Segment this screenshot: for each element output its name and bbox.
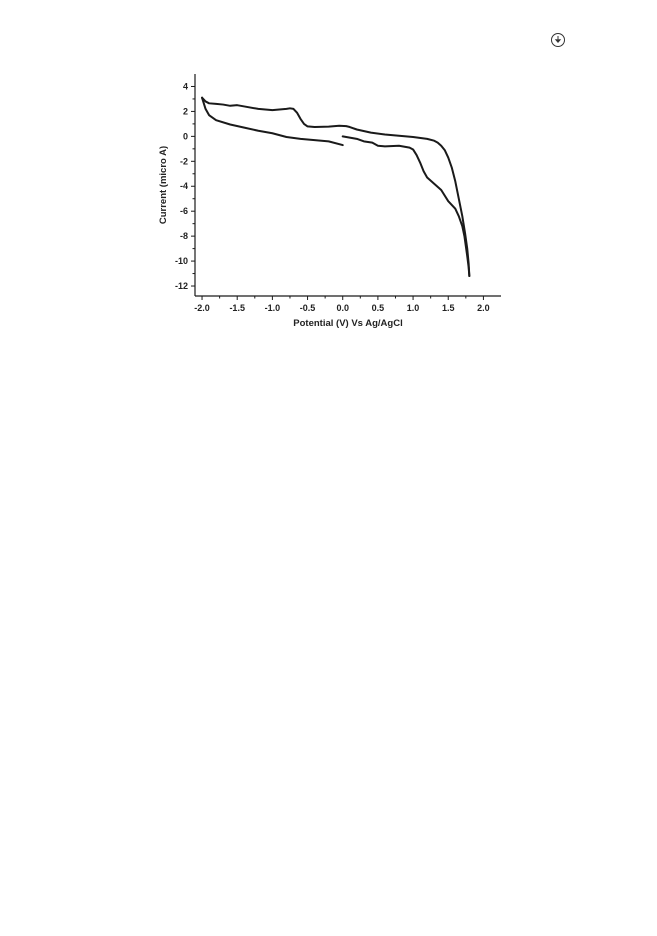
series-lines xyxy=(201,96,471,278)
cyclic-voltammogram-chart: -2.0 -1.5 -1.0 -0.5 0.0 0.5 1.0 1.5 2.0 4 2 0 -2 -4 -6… xyxy=(158,74,501,329)
y-tick-label: 0 xyxy=(183,131,188,141)
x-tick-label: -1.5 xyxy=(229,303,245,313)
y-tick-label: -12 xyxy=(175,281,188,291)
x-tick-label: 1.0 xyxy=(407,303,420,313)
x-tick-label: -1.0 xyxy=(265,303,281,313)
y-tick-label: -4 xyxy=(180,181,188,191)
y-tick-label: -8 xyxy=(180,231,188,241)
y-tick-label: -2 xyxy=(180,156,188,166)
tick-marks xyxy=(191,85,484,300)
x-tick-label: 1.5 xyxy=(442,303,455,313)
y-tick-label: 4 xyxy=(183,81,188,91)
y-tick-label: -6 xyxy=(180,206,188,216)
y-tick-label: 2 xyxy=(183,106,188,116)
cv-curve-segment-1 xyxy=(341,135,471,278)
x-tick-label: 0.5 xyxy=(372,303,385,313)
cv-curve-segment-3 xyxy=(201,96,344,147)
x-tick-label: 0.0 xyxy=(336,303,349,313)
cyclic-voltammogram-figure: -2.0 -1.5 -1.0 -0.5 0.0 0.5 1.0 1.5 2.0 4 2 0 -2 -4 -6… xyxy=(152,68,504,332)
y-tick-label: -10 xyxy=(175,256,188,266)
tick-labels: -2.0 -1.5 -1.0 -0.5 0.0 0.5 1.0 1.5 2.0 4 2 0 -2 -4 -6… xyxy=(175,81,490,313)
circled-arrow-icon xyxy=(550,32,566,48)
cv-curve-segment-2 xyxy=(201,96,471,278)
x-axis-title: Potential (V) Vs Ag/AgCl xyxy=(293,318,402,329)
y-axis-title: Current (micro A) xyxy=(158,146,169,224)
x-tick-label: -2.0 xyxy=(194,303,210,313)
x-tick-label: 2.0 xyxy=(477,303,490,313)
x-tick-label: -0.5 xyxy=(300,303,316,313)
